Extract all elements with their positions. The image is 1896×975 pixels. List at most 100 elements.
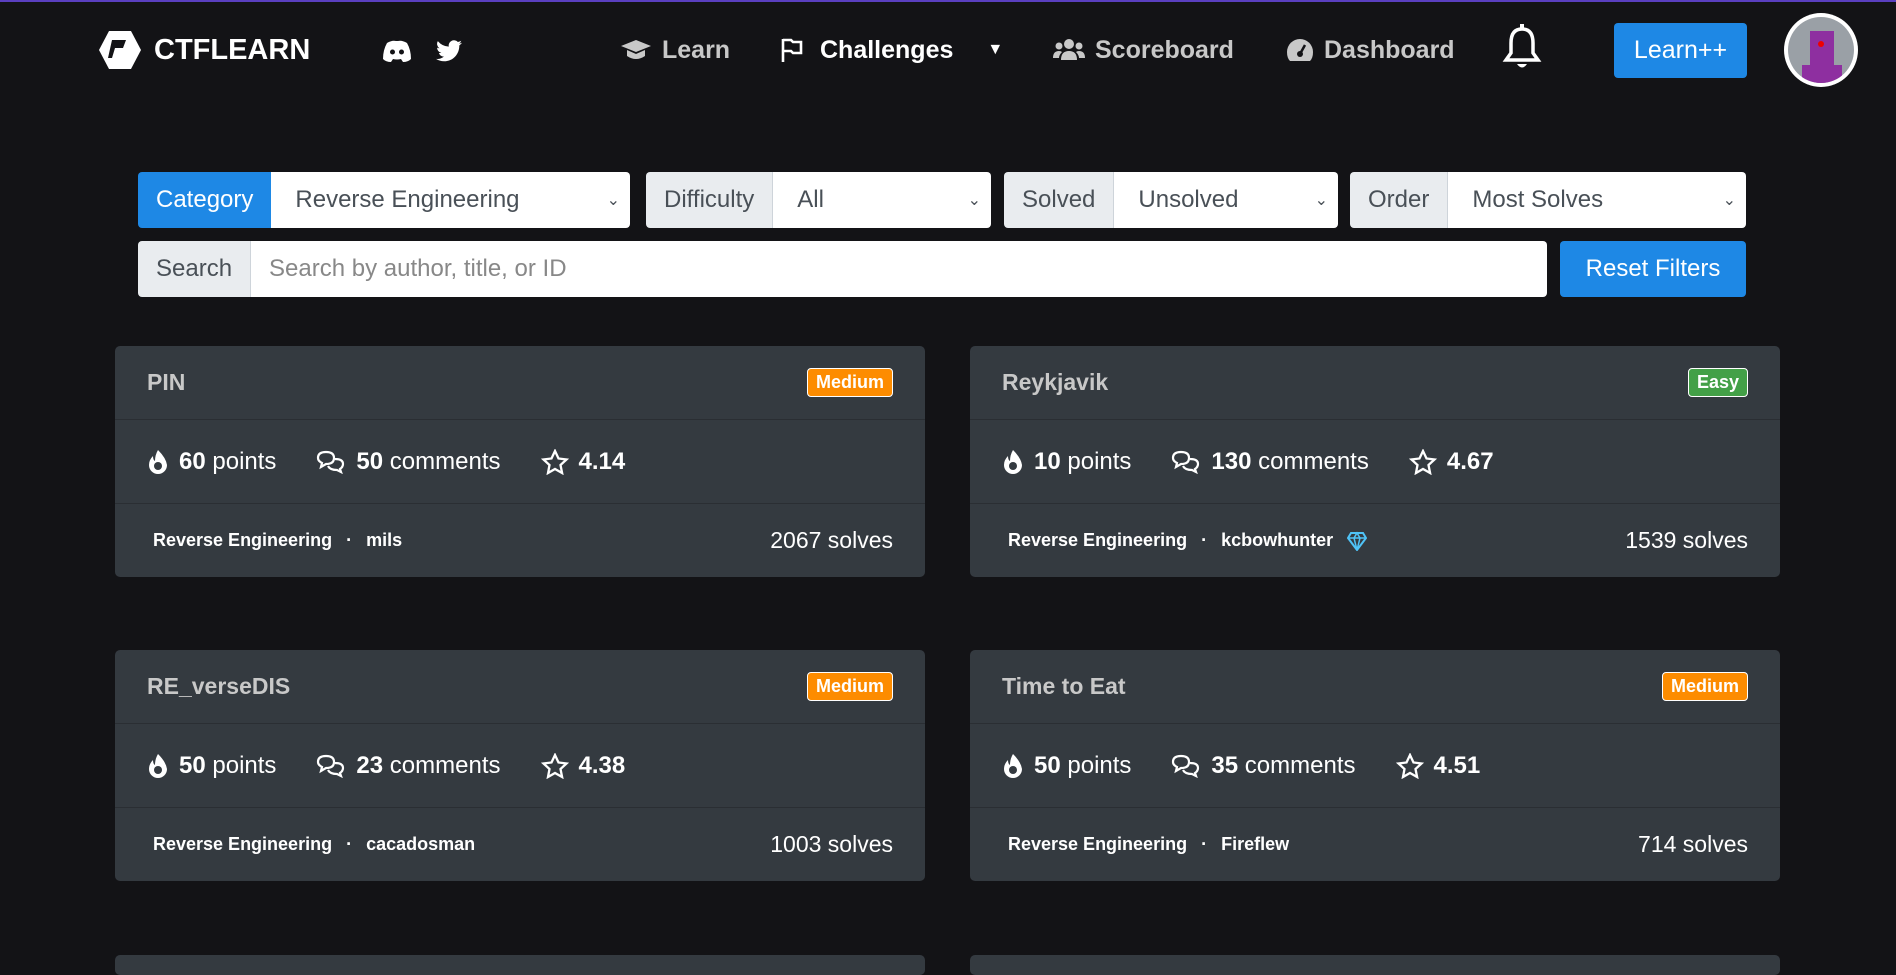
category-filter[interactable]: Category Reverse Engineering ⌄ <box>138 172 630 228</box>
solved-filter[interactable]: Solved Unsolved ⌄ <box>1004 172 1338 228</box>
author-link[interactable]: Fireflew <box>1221 834 1290 854</box>
avatar-image <box>1788 17 1854 83</box>
solves-count: 2067 solves <box>770 527 893 553</box>
brand-name: CTFLEARN <box>154 33 311 66</box>
category-text: Reverse Engineering <box>153 530 333 550</box>
category-label: Category <box>138 172 272 228</box>
fire-icon <box>1004 449 1022 474</box>
solves-count: 1003 solves <box>770 831 893 857</box>
comments-unit: comments <box>1258 447 1369 475</box>
category-value: Reverse Engineering <box>295 186 520 213</box>
challenge-card-partial[interactable] <box>115 955 925 975</box>
rating-value: 4.14 <box>578 447 626 475</box>
challenge-title[interactable]: Reykjavik <box>1002 369 1109 395</box>
challenge-card[interactable]: PIN Medium 60 points 50 comments 4.14 Rev… <box>115 346 925 577</box>
order-filter[interactable]: Order Most Solves ⌄ <box>1350 172 1746 228</box>
comments-icon <box>1172 450 1200 474</box>
comments-icon <box>317 450 345 474</box>
difficulty-badge: Medium <box>806 368 893 397</box>
star-icon <box>540 448 569 475</box>
reset-filters-button[interactable]: Reset Filters <box>1560 241 1746 297</box>
comments[interactable]: 50 comments <box>316 447 501 476</box>
author-link[interactable]: mils <box>366 530 403 550</box>
rating: 4.51 <box>1395 751 1481 780</box>
comments[interactable]: 130 comments <box>1171 447 1369 476</box>
separator-dot: · <box>346 530 353 550</box>
search-label: Search <box>138 241 252 297</box>
points-unit: points <box>212 751 277 779</box>
nav-learn[interactable]: Learn <box>620 32 730 68</box>
twitter-icon[interactable] <box>436 40 462 62</box>
logo[interactable]: CTFLEARN <box>98 30 310 70</box>
order-label: Order <box>1350 172 1449 228</box>
challenge-card[interactable]: RE_verseDIS Medium 50 points 23 comments … <box>115 650 925 881</box>
star-icon <box>1408 448 1437 475</box>
difficulty-select[interactable]: All ⌄ <box>773 172 991 228</box>
solves-count: 1539 solves <box>1625 527 1748 553</box>
points: 10 points <box>1002 448 1131 476</box>
challenge-title[interactable]: RE_verseDIS <box>147 673 291 699</box>
challenge-title[interactable]: PIN <box>147 369 186 395</box>
solves-count: 714 solves <box>1638 831 1748 857</box>
difficulty-badge: Easy <box>1687 368 1748 397</box>
discord-icon[interactable] <box>382 40 412 62</box>
star-icon <box>1395 752 1424 779</box>
chevron-down-icon: ⌄ <box>606 192 620 209</box>
author-link[interactable]: cacadosman <box>366 834 476 854</box>
nav-scoreboard[interactable]: Scoreboard <box>1053 32 1234 68</box>
nav-learn-label: Learn <box>662 35 731 64</box>
challenge-card-partial[interactable] <box>970 955 1780 975</box>
comments-icon <box>1172 754 1200 778</box>
chevron-down-icon: ⌄ <box>1314 192 1328 209</box>
ctflearn-logo-icon <box>99 31 141 69</box>
fire-icon <box>149 449 167 474</box>
fire-icon <box>1004 753 1022 778</box>
comments[interactable]: 35 comments <box>1171 751 1356 780</box>
points: 60 points <box>147 448 276 476</box>
comments-value: 35 <box>1211 751 1239 779</box>
diamond-icon <box>1347 531 1368 551</box>
rating-value: 4.67 <box>1446 447 1494 475</box>
comments[interactable]: 23 comments <box>316 751 501 780</box>
solved-select[interactable]: Unsolved ⌄ <box>1114 172 1338 228</box>
chevron-down-icon: ⌄ <box>967 192 981 209</box>
difficulty-badge: Medium <box>806 672 893 701</box>
comments-value: 23 <box>356 751 384 779</box>
comments-unit: comments <box>1244 751 1356 779</box>
nav-challenges[interactable]: Challenges ▼ <box>780 32 1003 68</box>
avatar[interactable] <box>1784 13 1858 87</box>
graduation-cap-icon <box>621 40 651 59</box>
nav-dashboard[interactable]: Dashboard <box>1286 32 1455 68</box>
challenge-title[interactable]: Time to Eat <box>1002 673 1126 699</box>
comments-unit: comments <box>389 751 501 779</box>
challenge-card[interactable]: Time to Eat Medium 50 points 35 comments … <box>970 650 1780 881</box>
comments-unit: comments <box>389 447 501 475</box>
order-select[interactable]: Most Solves ⌄ <box>1448 172 1746 228</box>
difficulty-label: Difficulty <box>646 172 774 228</box>
separator-dot: · <box>1201 834 1208 854</box>
challenge-card[interactable]: Reykjavik Easy 10 points 130 comments 4.6… <box>970 346 1780 577</box>
difficulty-value: All <box>797 186 824 213</box>
category-text: Reverse Engineering <box>1008 834 1188 854</box>
chevron-down-icon: ⌄ <box>1722 192 1736 209</box>
comments-value: 50 <box>356 447 384 475</box>
chevron-down-icon[interactable]: ▼ <box>987 41 1004 58</box>
category-select[interactable]: Reverse Engineering ⌄ <box>271 172 630 228</box>
comments-icon <box>317 754 345 778</box>
points-value: 60 <box>179 447 206 475</box>
comments-value: 130 <box>1211 447 1252 475</box>
points-value: 50 <box>179 751 206 779</box>
rating-value: 4.51 <box>1433 751 1481 779</box>
learnpp-button[interactable]: Learn++ <box>1614 23 1747 78</box>
solved-value: Unsolved <box>1138 186 1239 213</box>
difficulty-filter[interactable]: Difficulty All ⌄ <box>646 172 991 228</box>
bell-icon[interactable] <box>1500 24 1544 74</box>
rating-value: 4.38 <box>578 751 626 779</box>
order-value: Most Solves <box>1472 186 1604 213</box>
points-unit: points <box>1067 751 1132 779</box>
star-icon <box>540 752 569 779</box>
difficulty-badge: Medium <box>1661 672 1748 701</box>
solved-label: Solved <box>1004 172 1115 228</box>
author-link[interactable]: kcbowhunter <box>1221 530 1334 550</box>
search-input[interactable]: Search by author, title, or ID <box>251 241 1547 297</box>
